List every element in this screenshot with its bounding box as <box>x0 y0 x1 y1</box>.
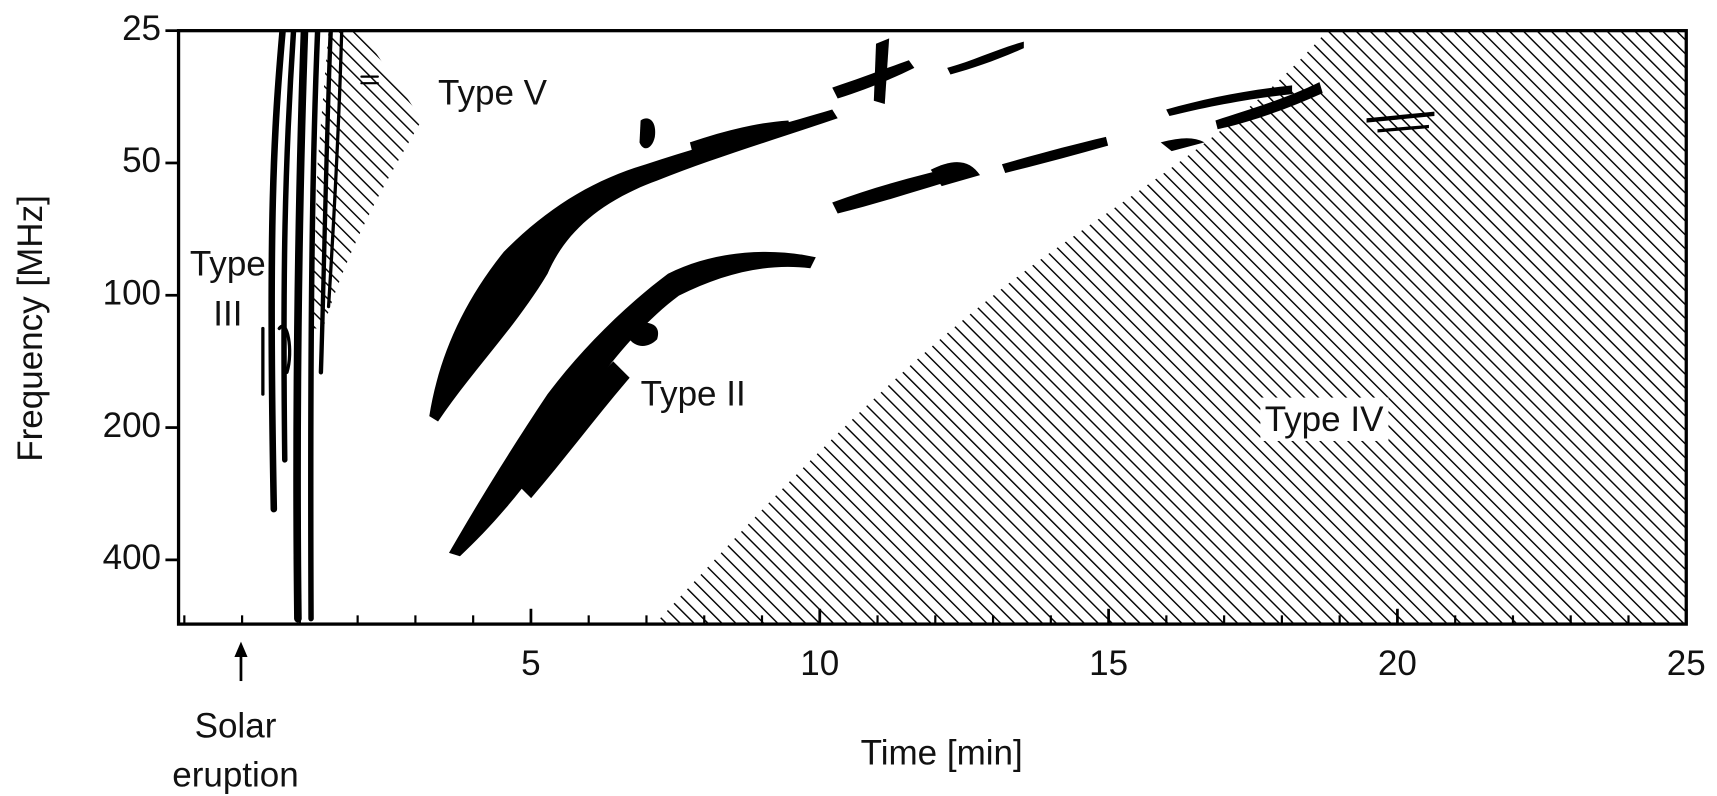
x-tick-label: 15 <box>1089 644 1128 683</box>
y-axis-label: Frequency [MHz] <box>11 195 50 462</box>
y-tick-label: 50 <box>122 141 161 180</box>
plot-frame <box>176 29 1688 626</box>
x-tick-label: 20 <box>1378 644 1417 683</box>
y-tick-label: 25 <box>122 9 161 48</box>
annotation: Type II <box>641 375 746 414</box>
eruption-arrowhead <box>234 641 248 657</box>
annotation: Type <box>190 244 266 283</box>
bursts <box>261 30 1687 625</box>
x-tick-label: 10 <box>800 644 839 683</box>
annotation-background <box>1260 397 1389 441</box>
x-axis-label: Time [min] <box>861 734 1023 773</box>
type-iv-region <box>654 30 1687 625</box>
y-tick-label: 400 <box>103 538 161 577</box>
annotation: Solar <box>195 706 277 745</box>
annotation: III <box>213 295 242 334</box>
annotation-background <box>636 372 751 416</box>
x-tick-label: 5 <box>521 644 540 683</box>
y-tick-label: 200 <box>103 406 161 445</box>
annotation: eruption <box>172 756 299 795</box>
x-tick-label: 25 <box>1667 644 1706 683</box>
type-ii-bursts <box>429 38 1435 557</box>
annotation: Type IV <box>1265 400 1384 439</box>
annotation: Type V <box>438 74 548 113</box>
type-iii-bursts <box>261 30 379 623</box>
y-tick-label: 100 <box>103 274 161 313</box>
